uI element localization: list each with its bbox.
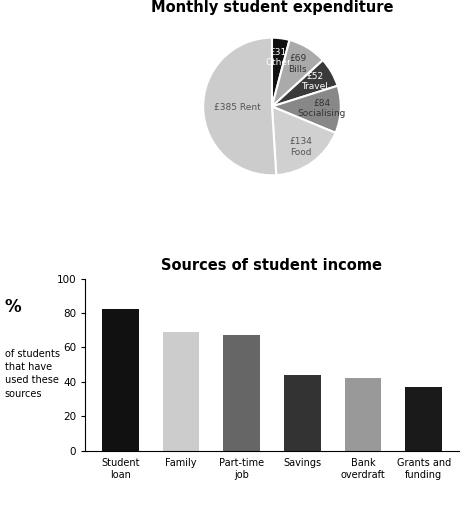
Title: Sources of student income: Sources of student income <box>161 258 383 273</box>
Text: £69
Bills: £69 Bills <box>289 54 307 74</box>
Bar <box>102 309 139 451</box>
Text: £84
Socialising: £84 Socialising <box>298 99 346 118</box>
Text: £134
Food: £134 Food <box>289 137 312 157</box>
Text: £52
Travel: £52 Travel <box>301 72 328 92</box>
Wedge shape <box>272 38 289 106</box>
Title: Monthly student expenditure: Monthly student expenditure <box>151 0 393 15</box>
Wedge shape <box>272 60 338 106</box>
Wedge shape <box>272 86 341 133</box>
Wedge shape <box>203 38 276 175</box>
Bar <box>163 332 199 451</box>
Text: of students
that have
used these
sources: of students that have used these sources <box>5 349 60 398</box>
Bar <box>284 375 321 451</box>
Bar <box>345 378 381 451</box>
Bar <box>223 335 260 451</box>
Text: %: % <box>5 298 21 316</box>
Wedge shape <box>272 40 323 106</box>
Wedge shape <box>272 106 335 175</box>
Text: £385 Rent: £385 Rent <box>214 103 261 112</box>
Text: £31
Other: £31 Other <box>265 48 291 67</box>
Bar <box>405 387 442 451</box>
